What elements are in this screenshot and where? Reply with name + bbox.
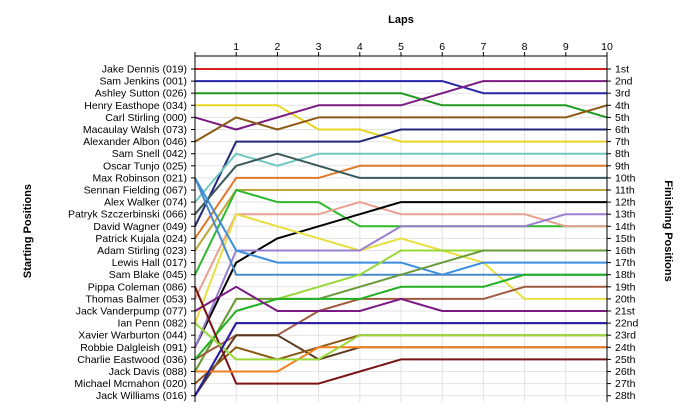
starting-position-label: Sennan Fielding (067) xyxy=(84,185,187,197)
series-line-13 xyxy=(194,201,607,300)
series-line-15 xyxy=(194,213,607,324)
starting-position-label: Michael Mcmahon (020) xyxy=(74,378,187,390)
finishing-position-label: 22nd xyxy=(615,318,639,330)
finishing-position-label: 23rd xyxy=(615,330,636,342)
starting-position-label: Sam Snell (042) xyxy=(112,148,187,160)
series-line-20 xyxy=(194,249,607,372)
series-line-28 xyxy=(195,346,607,373)
starting-position-label: Charlie Eastwood (036) xyxy=(77,354,187,366)
finishing-position-label: 5th xyxy=(615,112,630,124)
series-line-6 xyxy=(194,104,608,143)
finishing-position-label: 20th xyxy=(615,293,636,305)
finishing-position-label: 11th xyxy=(615,185,635,197)
x-axis-title: Laps xyxy=(388,14,414,26)
starting-position-label: Lewis Hall (017) xyxy=(112,257,187,269)
starting-position-label: Oscar Tunjo (025) xyxy=(103,160,187,172)
finishing-position-label: 21st xyxy=(615,306,635,318)
finishing-position-label: 25th xyxy=(615,354,636,366)
finishing-position-label: 17th xyxy=(615,257,636,269)
series-line-11 xyxy=(194,189,607,252)
x-tick-label: 1 xyxy=(233,41,239,53)
x-tick-label: 2 xyxy=(274,41,280,53)
starting-position-label: Carl Stirling (000) xyxy=(105,112,187,124)
finishing-position-labels: 1st2nd3rd4th5th6th7th8th9th10th11th12th1… xyxy=(615,64,639,403)
starting-position-label: Henry Easthope (034) xyxy=(84,100,187,112)
series-line-9 xyxy=(194,164,607,239)
series-line-30 xyxy=(194,322,607,397)
finishing-position-label: 18th xyxy=(615,269,636,281)
series-line-3 xyxy=(195,92,608,119)
series-line-29 xyxy=(194,322,607,361)
finishing-position-label: 13th xyxy=(615,209,636,221)
finishing-position-label: 2nd xyxy=(615,76,633,88)
starting-position-label: Thomas Balmer (053) xyxy=(85,293,187,305)
series-line-2 xyxy=(195,80,607,95)
finishing-position-label: 9th xyxy=(615,160,630,172)
series-line-7 xyxy=(194,128,607,227)
finishing-position-label: 12th xyxy=(615,197,636,209)
starting-position-label: Xavier Warburton (044) xyxy=(78,330,187,342)
starting-position-label: Patryk Szczerbinski (066) xyxy=(68,209,187,221)
y-axis-title-right: Finishing Positions xyxy=(662,180,674,281)
finishing-position-label: 19th xyxy=(615,281,636,293)
series-line-4 xyxy=(195,104,607,143)
starting-position-labels: Jake Dennis (019)Sam Jenkins (001)Ashley… xyxy=(68,64,187,403)
starting-position-label: Patrick Kujala (024) xyxy=(95,233,187,245)
starting-position-label: David Wagner (049) xyxy=(93,221,187,233)
finishing-position-label: 6th xyxy=(615,124,630,136)
series-line-8 xyxy=(194,152,607,203)
finishing-position-label: 26th xyxy=(615,366,636,378)
starting-position-label: Ian Penn (082) xyxy=(118,318,187,330)
series-line-5 xyxy=(194,80,607,131)
starting-position-label: Sam Blake (045) xyxy=(109,269,187,281)
series-line-16 xyxy=(194,213,607,348)
starting-position-label: Jack Vanderpump (077) xyxy=(76,306,187,318)
chart-frame xyxy=(191,52,611,402)
x-tick-label: 5 xyxy=(398,41,404,53)
finishing-position-label: 16th xyxy=(615,245,636,257)
starting-position-label: Pippa Coleman (086) xyxy=(88,281,187,293)
x-tick-label: 4 xyxy=(357,41,363,53)
finishing-position-label: 15th xyxy=(615,233,636,245)
x-tick-labels: 1 2 3 4 5 6 7 8 9 10 xyxy=(233,41,613,53)
series-line-23 xyxy=(194,285,607,312)
finishing-position-label: 4th xyxy=(615,100,630,112)
starting-position-label: Alex Walker (074) xyxy=(104,197,187,209)
starting-position-label: Robbie Dalgleish (091) xyxy=(80,342,187,354)
finishing-position-label: 27th xyxy=(615,378,636,390)
finishing-position-label: 10th xyxy=(615,172,636,184)
x-tick-label: 9 xyxy=(563,41,569,53)
x-tick-label: 8 xyxy=(522,41,528,53)
series-line-10 xyxy=(194,152,607,215)
x-tick-label: 6 xyxy=(439,41,445,53)
starting-position-label: Max Robinson (021) xyxy=(92,172,187,184)
finishing-position-label: 3rd xyxy=(615,88,630,100)
starting-position-label: Macaulay Walsh (073) xyxy=(83,124,187,136)
finishing-position-label: 1st xyxy=(615,64,629,76)
finishing-position-label: 8th xyxy=(615,148,630,160)
x-tick-label: 10 xyxy=(601,41,613,53)
starting-position-label: Ashley Sutton (026) xyxy=(95,88,187,100)
starting-position-label: Sam Jenkins (001) xyxy=(99,76,187,88)
finishing-position-label: 28th xyxy=(615,390,636,402)
finishing-position-label: 24th xyxy=(615,342,636,354)
series-line-17 xyxy=(194,177,607,276)
finishing-position-label: 14th xyxy=(615,221,636,233)
starting-position-label: Jack Williams (016) xyxy=(96,390,187,402)
series-line-27 xyxy=(194,286,607,385)
starting-position-label: Jake Dennis (019) xyxy=(102,64,187,76)
starting-position-label: Alexander Albon (046) xyxy=(83,136,187,148)
chart-series-group xyxy=(194,68,608,397)
y-axis-title-left: Starting Positions xyxy=(22,184,34,278)
x-tick-label: 7 xyxy=(480,41,486,53)
finishing-position-label: 7th xyxy=(615,136,630,148)
starting-position-label: Jack Davis (088) xyxy=(109,366,187,378)
series-line-14 xyxy=(194,201,607,348)
chart-grid xyxy=(195,56,608,402)
starting-position-label: Adam Stirling (023) xyxy=(97,245,187,257)
x-tick-label: 3 xyxy=(316,41,322,53)
